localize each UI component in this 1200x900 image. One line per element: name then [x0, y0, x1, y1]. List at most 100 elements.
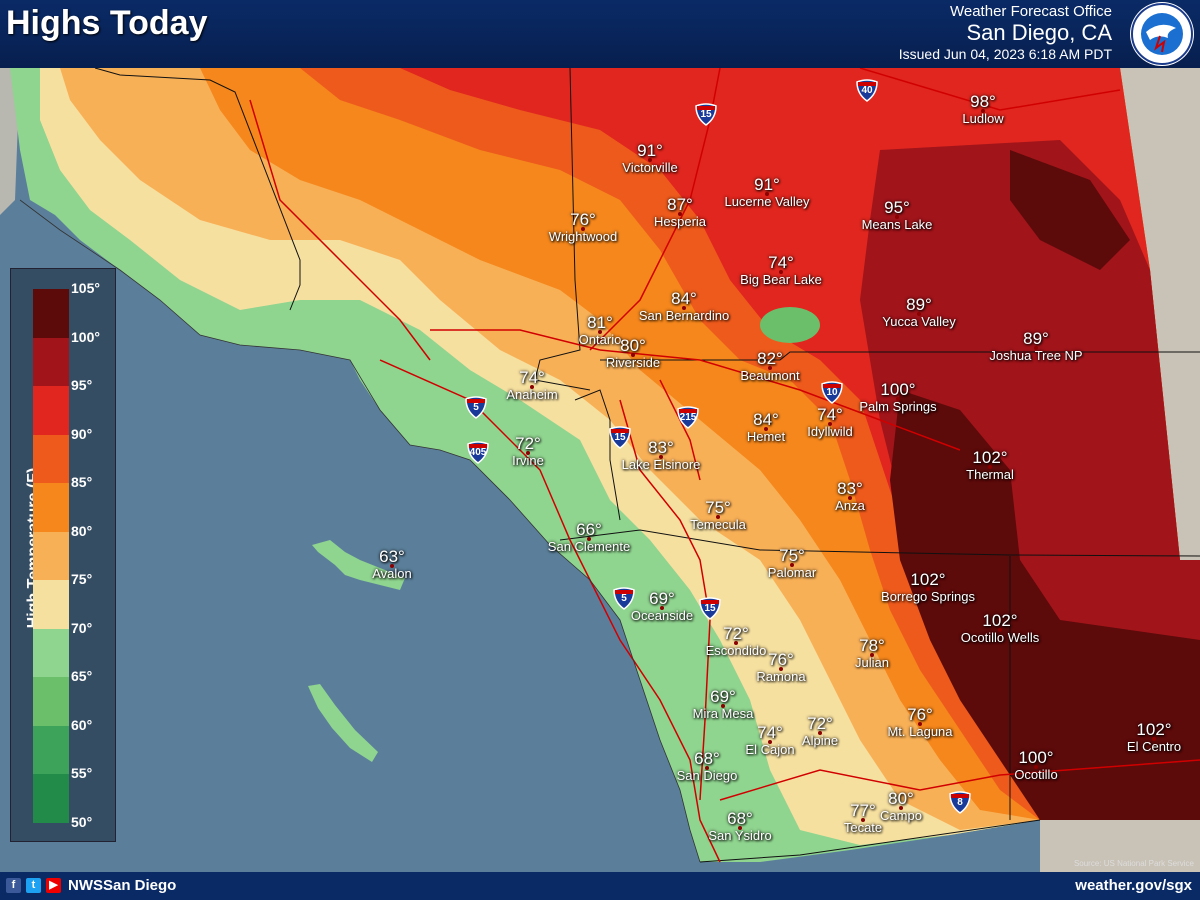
legend-color-segment	[33, 580, 69, 629]
footer-bar: f t ▶ NWSSan Diego weather.gov/sgx	[0, 872, 1200, 900]
city-temperature: 74°	[757, 723, 783, 742]
city-temperature: 76°	[768, 650, 794, 669]
shield-number: 10	[826, 387, 838, 398]
city-name: Borrego Springs	[881, 589, 975, 604]
legend-color-segment	[33, 725, 69, 774]
city-temperature: 91°	[754, 175, 780, 194]
social-handle[interactable]: NWSSan Diego	[68, 877, 177, 894]
city-marker	[981, 109, 985, 113]
city-name: Wrightwood	[548, 229, 618, 244]
facebook-icon[interactable]: f	[6, 878, 21, 893]
city-temperature: 102°	[982, 611, 1018, 630]
city-name: Yucca Valley	[882, 314, 956, 329]
city-label: 100° Ocotillo	[1014, 748, 1057, 783]
city-name: Beaumont	[740, 368, 800, 383]
city-label: 75° Palomar	[767, 547, 817, 581]
youtube-icon[interactable]: ▶	[46, 878, 61, 893]
legend-tick-label: 85°	[71, 474, 93, 490]
legend-tick-label: 105°	[71, 280, 100, 296]
city-label: 87° Hesperia	[654, 195, 706, 230]
city-name: Julian	[855, 655, 889, 670]
city-marker	[779, 270, 783, 274]
city-label: 75° Temecula	[690, 498, 746, 533]
city-label: 95° Means Lake	[861, 198, 933, 233]
city-temperature: 80°	[620, 336, 646, 355]
city-temperature: 89°	[906, 295, 932, 314]
city-name: Escondido	[705, 643, 767, 658]
city-temperature: 102°	[1136, 720, 1172, 739]
city-label: 69° Oceanside	[631, 589, 693, 624]
city-name: Idyllwild	[807, 424, 853, 439]
city-label: 91° Victorville	[622, 142, 677, 176]
legend-color-segment	[33, 289, 69, 338]
interstate-shield-icon: 8	[948, 790, 972, 814]
legend-color-segment	[33, 434, 69, 483]
city-label: 89° Yucca Valley	[882, 295, 956, 330]
city-label: 76° Wrightwood	[548, 210, 618, 245]
interstate-shield-icon: 405	[466, 440, 490, 464]
city-label: 100° Palm Springs	[859, 380, 937, 415]
city-temperature: 76°	[570, 210, 596, 229]
city-name: San Bernardino	[638, 308, 730, 323]
city-temperature: 78°	[859, 636, 885, 655]
city-name: El Cajon	[745, 742, 795, 757]
city-temperature: 100°	[880, 380, 916, 399]
city-name: Lake Elsinore	[621, 457, 701, 472]
city-marker	[390, 564, 394, 568]
city-temperature: 89°	[1023, 329, 1049, 348]
city-temperature: 66°	[576, 520, 602, 539]
shield-number: 15	[700, 109, 712, 120]
legend-tick-label: 100°	[71, 328, 100, 345]
city-marker	[631, 353, 635, 357]
city-marker	[705, 766, 709, 770]
city-name: Palm Springs	[859, 399, 937, 414]
city-name: San Diego	[676, 768, 738, 783]
city-temperature: 76°	[907, 705, 933, 724]
city-name: Palomar	[767, 565, 817, 580]
issued-time: Issued Jun 04, 2023 6:18 AM PDT	[898, 45, 1112, 62]
legend-color-segment	[33, 677, 69, 726]
san-clemente-island	[308, 684, 378, 762]
city-label: 89° Joshua Tree NP	[989, 329, 1082, 364]
interstate-shield-icon: 5	[464, 395, 488, 419]
city-marker	[917, 312, 921, 316]
city-temperature: 95°	[884, 198, 910, 217]
city-label: 91° Lucerne Valley	[724, 175, 809, 210]
city-temperature: 81°	[587, 313, 613, 332]
city-marker	[768, 740, 772, 744]
city-label: 77° Tecate	[844, 802, 882, 836]
city-marker	[828, 422, 832, 426]
city-temperature: 84°	[753, 410, 779, 429]
legend-color-segment	[33, 531, 69, 580]
city-marker	[779, 667, 783, 671]
legend-color-segment	[33, 386, 69, 435]
shield-number: 215	[679, 412, 697, 423]
city-marker	[988, 465, 992, 469]
twitter-icon[interactable]: t	[26, 878, 41, 893]
city-temperature: 75°	[705, 498, 731, 517]
city-label: 78° Julian	[855, 636, 889, 671]
city-label: 69° Mira Mesa	[693, 688, 754, 722]
city-name: Means Lake	[861, 217, 933, 232]
city-temperature: 87°	[667, 195, 693, 214]
shield-number: 40	[861, 85, 873, 96]
city-temperature: 69°	[649, 589, 675, 608]
interstate-shield-icon: 15	[608, 425, 632, 449]
city-name: Irvine	[512, 453, 544, 468]
interstate-shield-icon: 5	[612, 586, 636, 610]
city-marker	[587, 537, 591, 541]
city-label: 72° Alpine	[802, 715, 838, 749]
city-label: 83° Anza	[835, 480, 865, 514]
legend-tick-label: 75°	[71, 571, 93, 587]
city-temperature: 100°	[1018, 748, 1054, 767]
legend-tick-label: 90°	[71, 425, 93, 442]
header-bar: Highs Today Weather Forecast Office San …	[0, 0, 1200, 68]
website-link[interactable]: weather.gov/sgx	[1075, 877, 1192, 894]
city-label: 98° Ludlow	[962, 93, 1003, 127]
city-name: Ontario	[578, 332, 622, 347]
city-label: 81° Ontario	[578, 313, 622, 348]
city-name: San Clemente	[547, 539, 631, 554]
city-label: 80° Campo	[880, 790, 922, 824]
shield-number: 8	[957, 797, 963, 808]
city-name: Anza	[835, 498, 865, 513]
